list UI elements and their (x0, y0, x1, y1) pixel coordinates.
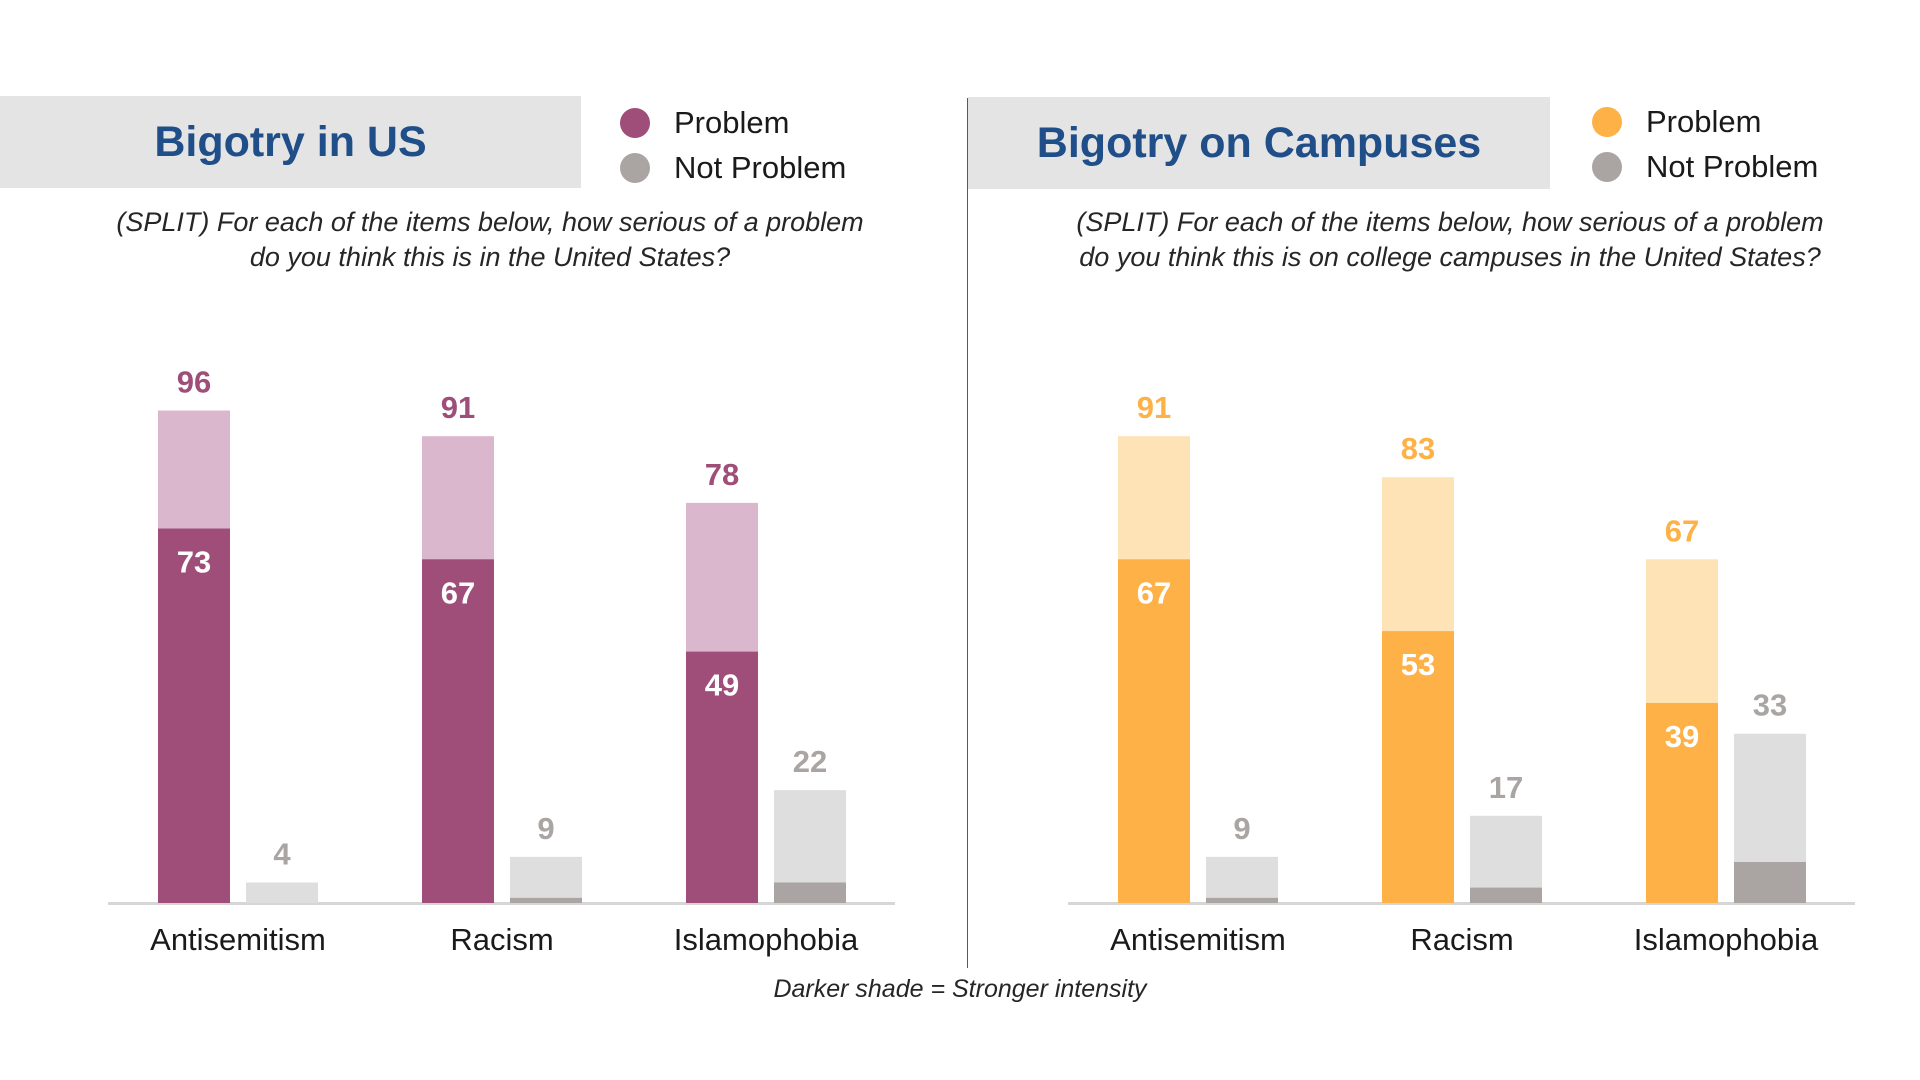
campus-label-antisemitism-not-problem-total: 9 (1233, 811, 1250, 846)
campus-bar-antisemitism-not-problem-strong (1206, 897, 1278, 903)
us-chart-title: Bigotry in US (154, 117, 427, 166)
campus-label-islamophobia-problem-strong: 39 (1665, 719, 1699, 754)
us-question: (SPLIT) For each of the items below, how… (60, 205, 920, 275)
campus-bar-chart: 91 67 9 Antisemitism 83 53 17 Racism 67 39 33 Islam… (1068, 390, 1855, 957)
us-label-racism-not-problem-total: 9 (537, 811, 554, 846)
us-bar-racism-not-problem-strong (510, 897, 582, 903)
us-bar-islamophobia-not-problem-strong (774, 882, 846, 903)
us-category-islamophobia: Islamophobia (674, 922, 859, 957)
campus-question-line1: (SPLIT) For each of the items below, how… (1076, 207, 1824, 237)
footnote: Darker shade = Stronger intensity (773, 975, 1147, 1003)
campus-bar-racism-problem-strong (1382, 631, 1454, 903)
campus-label-racism-problem-strong: 53 (1401, 647, 1435, 682)
campus-legend-not-problem: Not Problem (1592, 144, 1818, 189)
campus-label-antisemitism-problem-strong: 67 (1137, 575, 1171, 610)
us-legend-not-problem-swatch (620, 152, 650, 183)
us-bar-racism-not-problem-total (510, 856, 582, 903)
campus-bar-islamophobia-problem-strong (1646, 702, 1718, 903)
us-legend-problem-label: Problem (674, 104, 790, 140)
us-question-line2: do you think this is in the United State… (249, 242, 731, 272)
campus-bar-antisemitism-problem-strong (1118, 559, 1190, 903)
us-label-antisemitism-not-problem-total: 4 (273, 836, 291, 871)
campus-legend-problem: Problem (1592, 99, 1818, 144)
campus-title-band: Bigotry on Campuses (968, 97, 1550, 189)
us-category-antisemitism: Antisemitism (150, 922, 326, 957)
campus-legend-not-problem-label: Not Problem (1646, 148, 1819, 184)
campus-question-line2: do you think this is on college campuses… (1079, 242, 1821, 272)
campus-label-racism-not-problem-total: 17 (1489, 770, 1523, 805)
us-bar-racism-problem-strong (422, 559, 494, 903)
us-legend-problem: Problem (620, 100, 846, 145)
campus-bar-islamophobia-not-problem-strong (1734, 861, 1806, 903)
us-label-islamophobia-problem-total: 78 (705, 457, 739, 492)
campus-label-antisemitism-problem-total: 91 (1137, 390, 1171, 425)
campus-bar-antisemitism-not-problem-total (1206, 856, 1278, 903)
us-bar-antisemitism-not-problem-total (246, 882, 318, 903)
campus-legend-problem-label: Problem (1646, 103, 1762, 139)
us-label-islamophobia-problem-strong: 49 (705, 668, 739, 703)
campus-category-islamophobia: Islamophobia (1634, 922, 1819, 957)
campus-bar-racism-not-problem-strong (1470, 887, 1542, 903)
us-legend: Problem Not Problem (620, 100, 846, 190)
us-category-racism: Racism (450, 922, 553, 957)
us-label-antisemitism-problem-total: 96 (177, 365, 211, 400)
campus-label-islamophobia-not-problem-total: 33 (1753, 688, 1787, 723)
panel-divider (967, 98, 968, 968)
campus-legend: Problem Not Problem (1592, 99, 1818, 189)
campus-legend-problem-swatch (1592, 106, 1622, 137)
us-legend-not-problem-label: Not Problem (674, 149, 847, 185)
us-question-line1: (SPLIT) For each of the items below, how… (116, 207, 864, 237)
us-bar-islamophobia-problem-strong (686, 651, 758, 903)
campus-legend-not-problem-swatch (1592, 151, 1622, 182)
us-legend-problem-swatch (620, 107, 650, 138)
campus-question: (SPLIT) For each of the items below, how… (1010, 205, 1890, 275)
us-title-band: Bigotry in US (0, 96, 581, 188)
campus-chart-title: Bigotry on Campuses (1036, 118, 1482, 167)
us-bar-antisemitism-problem-strong (158, 528, 230, 903)
us-legend-not-problem: Not Problem (620, 145, 846, 190)
us-label-islamophobia-not-problem-total: 22 (793, 744, 827, 779)
us-label-racism-problem-strong: 67 (441, 575, 475, 610)
us-label-antisemitism-problem-strong: 73 (177, 545, 211, 580)
campus-label-islamophobia-problem-total: 67 (1665, 513, 1699, 548)
campus-category-racism: Racism (1410, 922, 1513, 957)
us-bar-chart: 96 73 4 Antisemitism 91 67 9 Racism 78 49 22 Islamo… (108, 365, 895, 957)
campus-category-antisemitism: Antisemitism (1110, 922, 1286, 957)
us-label-racism-problem-total: 91 (441, 390, 475, 425)
campus-label-racism-problem-total: 83 (1401, 431, 1435, 466)
